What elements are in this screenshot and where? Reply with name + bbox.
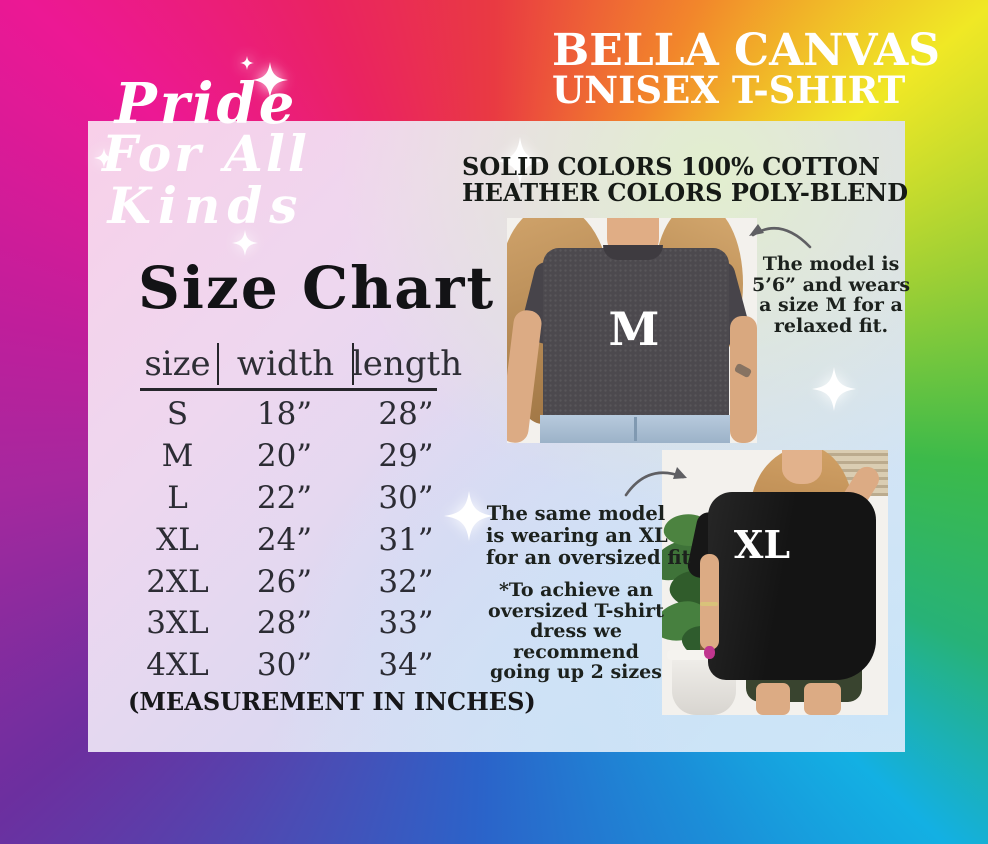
fit-note-line: a size M for a <box>759 294 903 316</box>
fit-note-line: is wearing an XL <box>486 524 668 547</box>
cell-size: 2XL <box>146 563 209 600</box>
materials-note: SOLID COLORS 100% COTTON HEATHER COLORS … <box>462 152 909 208</box>
sparkle-icon <box>444 491 494 541</box>
table-row: 4XL 30” 34” <box>138 645 460 687</box>
model-face <box>782 450 822 484</box>
shirt-collar <box>603 245 663 260</box>
heather-tshirt <box>543 248 729 426</box>
fit-note-line: The same model <box>486 502 666 525</box>
cell-length: 32” <box>378 563 434 600</box>
black-oversized-tshirt <box>708 492 876 680</box>
column-header-width: width <box>217 343 352 385</box>
fit-note-line: The model is <box>762 253 900 275</box>
model-leg <box>804 683 841 715</box>
cell-width: 24” <box>256 521 313 558</box>
model-leg <box>756 683 790 715</box>
bracelet <box>700 602 718 606</box>
tip-line: oversized T-shirt <box>488 599 664 622</box>
table-row: M 20” 29” <box>138 436 460 478</box>
column-header-size: size <box>144 344 211 384</box>
cell-length: 34” <box>378 647 434 684</box>
sparkle-icon <box>252 62 288 98</box>
logo-word-kinds: Kinds <box>107 176 305 235</box>
table-row: XL 24” 31” <box>138 519 460 561</box>
brand-heading: BELLA CANVAS UNISEX T-SHIRT <box>552 25 941 113</box>
cell-width: 26” <box>256 563 313 600</box>
tip-line: recommend <box>513 640 639 663</box>
cell-size: M <box>161 438 194 475</box>
cell-size: 4XL <box>146 647 209 684</box>
shirt-size-label-xl: XL <box>733 522 791 567</box>
size-table-header: size width length <box>138 343 463 385</box>
column-header-length: length <box>351 343 463 385</box>
model-photo-xl: XL <box>662 450 888 715</box>
shop-logo: Pride For All Kinds <box>94 56 318 256</box>
brand-line-1: BELLA CANVAS <box>552 25 941 76</box>
sparkle-icon <box>240 56 254 70</box>
cell-size: S <box>166 396 189 433</box>
size-table-body: S 18” 28” M 20” 29” L 22” 30” XL 24” <box>138 394 460 687</box>
measurement-footnote: (MEASUREMENT IN INCHES) <box>128 687 536 716</box>
tip-line: *To achieve an <box>498 579 654 601</box>
sparkle-icon <box>232 230 258 256</box>
shirt-size-label-m: M <box>608 302 660 356</box>
sparkle-icon <box>496 137 544 185</box>
fit-note-line: 5’6” and wears <box>752 273 911 296</box>
cell-length: 29” <box>378 438 434 475</box>
cell-size: 3XL <box>146 605 209 642</box>
cell-length: 31” <box>378 521 434 558</box>
model-photo-m: M <box>507 218 757 443</box>
jeans <box>540 415 730 443</box>
cell-width: 20” <box>256 438 313 475</box>
materials-line-1: SOLID COLORS 100% COTTON <box>462 152 880 181</box>
fit-note-m: The model is 5’6” and wears a size M for… <box>752 254 910 336</box>
table-row: 2XL 26” 32” <box>138 561 460 603</box>
cell-width: 28” <box>256 605 313 642</box>
fit-note-line: relaxed fit. <box>773 314 889 337</box>
model-arm <box>730 316 757 443</box>
tip-line: dress we <box>530 620 622 642</box>
cell-width: 22” <box>256 479 313 516</box>
brand-line-2: UNISEX T-SHIRT <box>552 68 906 113</box>
fit-note-line: for an oversized fit <box>486 546 691 569</box>
fit-note-xl: The same model is wearing an XL for an o… <box>486 502 691 569</box>
cell-size: XL <box>156 521 199 558</box>
size-chart-title: Size Chart <box>138 254 496 322</box>
cell-length: 28” <box>378 396 434 433</box>
cell-width: 30” <box>256 647 313 684</box>
oversize-tip-note: *To achieve an oversized T-shirt dress w… <box>486 580 666 683</box>
sparkle-icon <box>812 367 856 411</box>
logo-word-pride: Pride <box>114 71 298 137</box>
cell-width: 18” <box>256 396 313 433</box>
cell-length: 30” <box>378 479 434 516</box>
materials-line-2: HEATHER COLORS POLY-BLEND <box>462 178 909 208</box>
cell-length: 33” <box>378 605 434 642</box>
table-row: 3XL 28” 33” <box>138 603 460 645</box>
table-row: S 18” 28” <box>138 394 460 436</box>
size-table: size width length S 18” 28” M 20” 29” L <box>138 343 463 687</box>
tip-line: going up 2 sizes <box>490 661 662 683</box>
sparkle-icon <box>94 148 114 168</box>
info-card: SOLID COLORS 100% COTTON HEATHER COLORS … <box>88 121 910 752</box>
cell-size: L <box>167 479 188 516</box>
table-divider <box>140 388 437 391</box>
painted-nails <box>704 646 715 659</box>
table-row: L 22” 30” <box>138 478 460 520</box>
logo-word-for-all: For All <box>102 124 310 183</box>
